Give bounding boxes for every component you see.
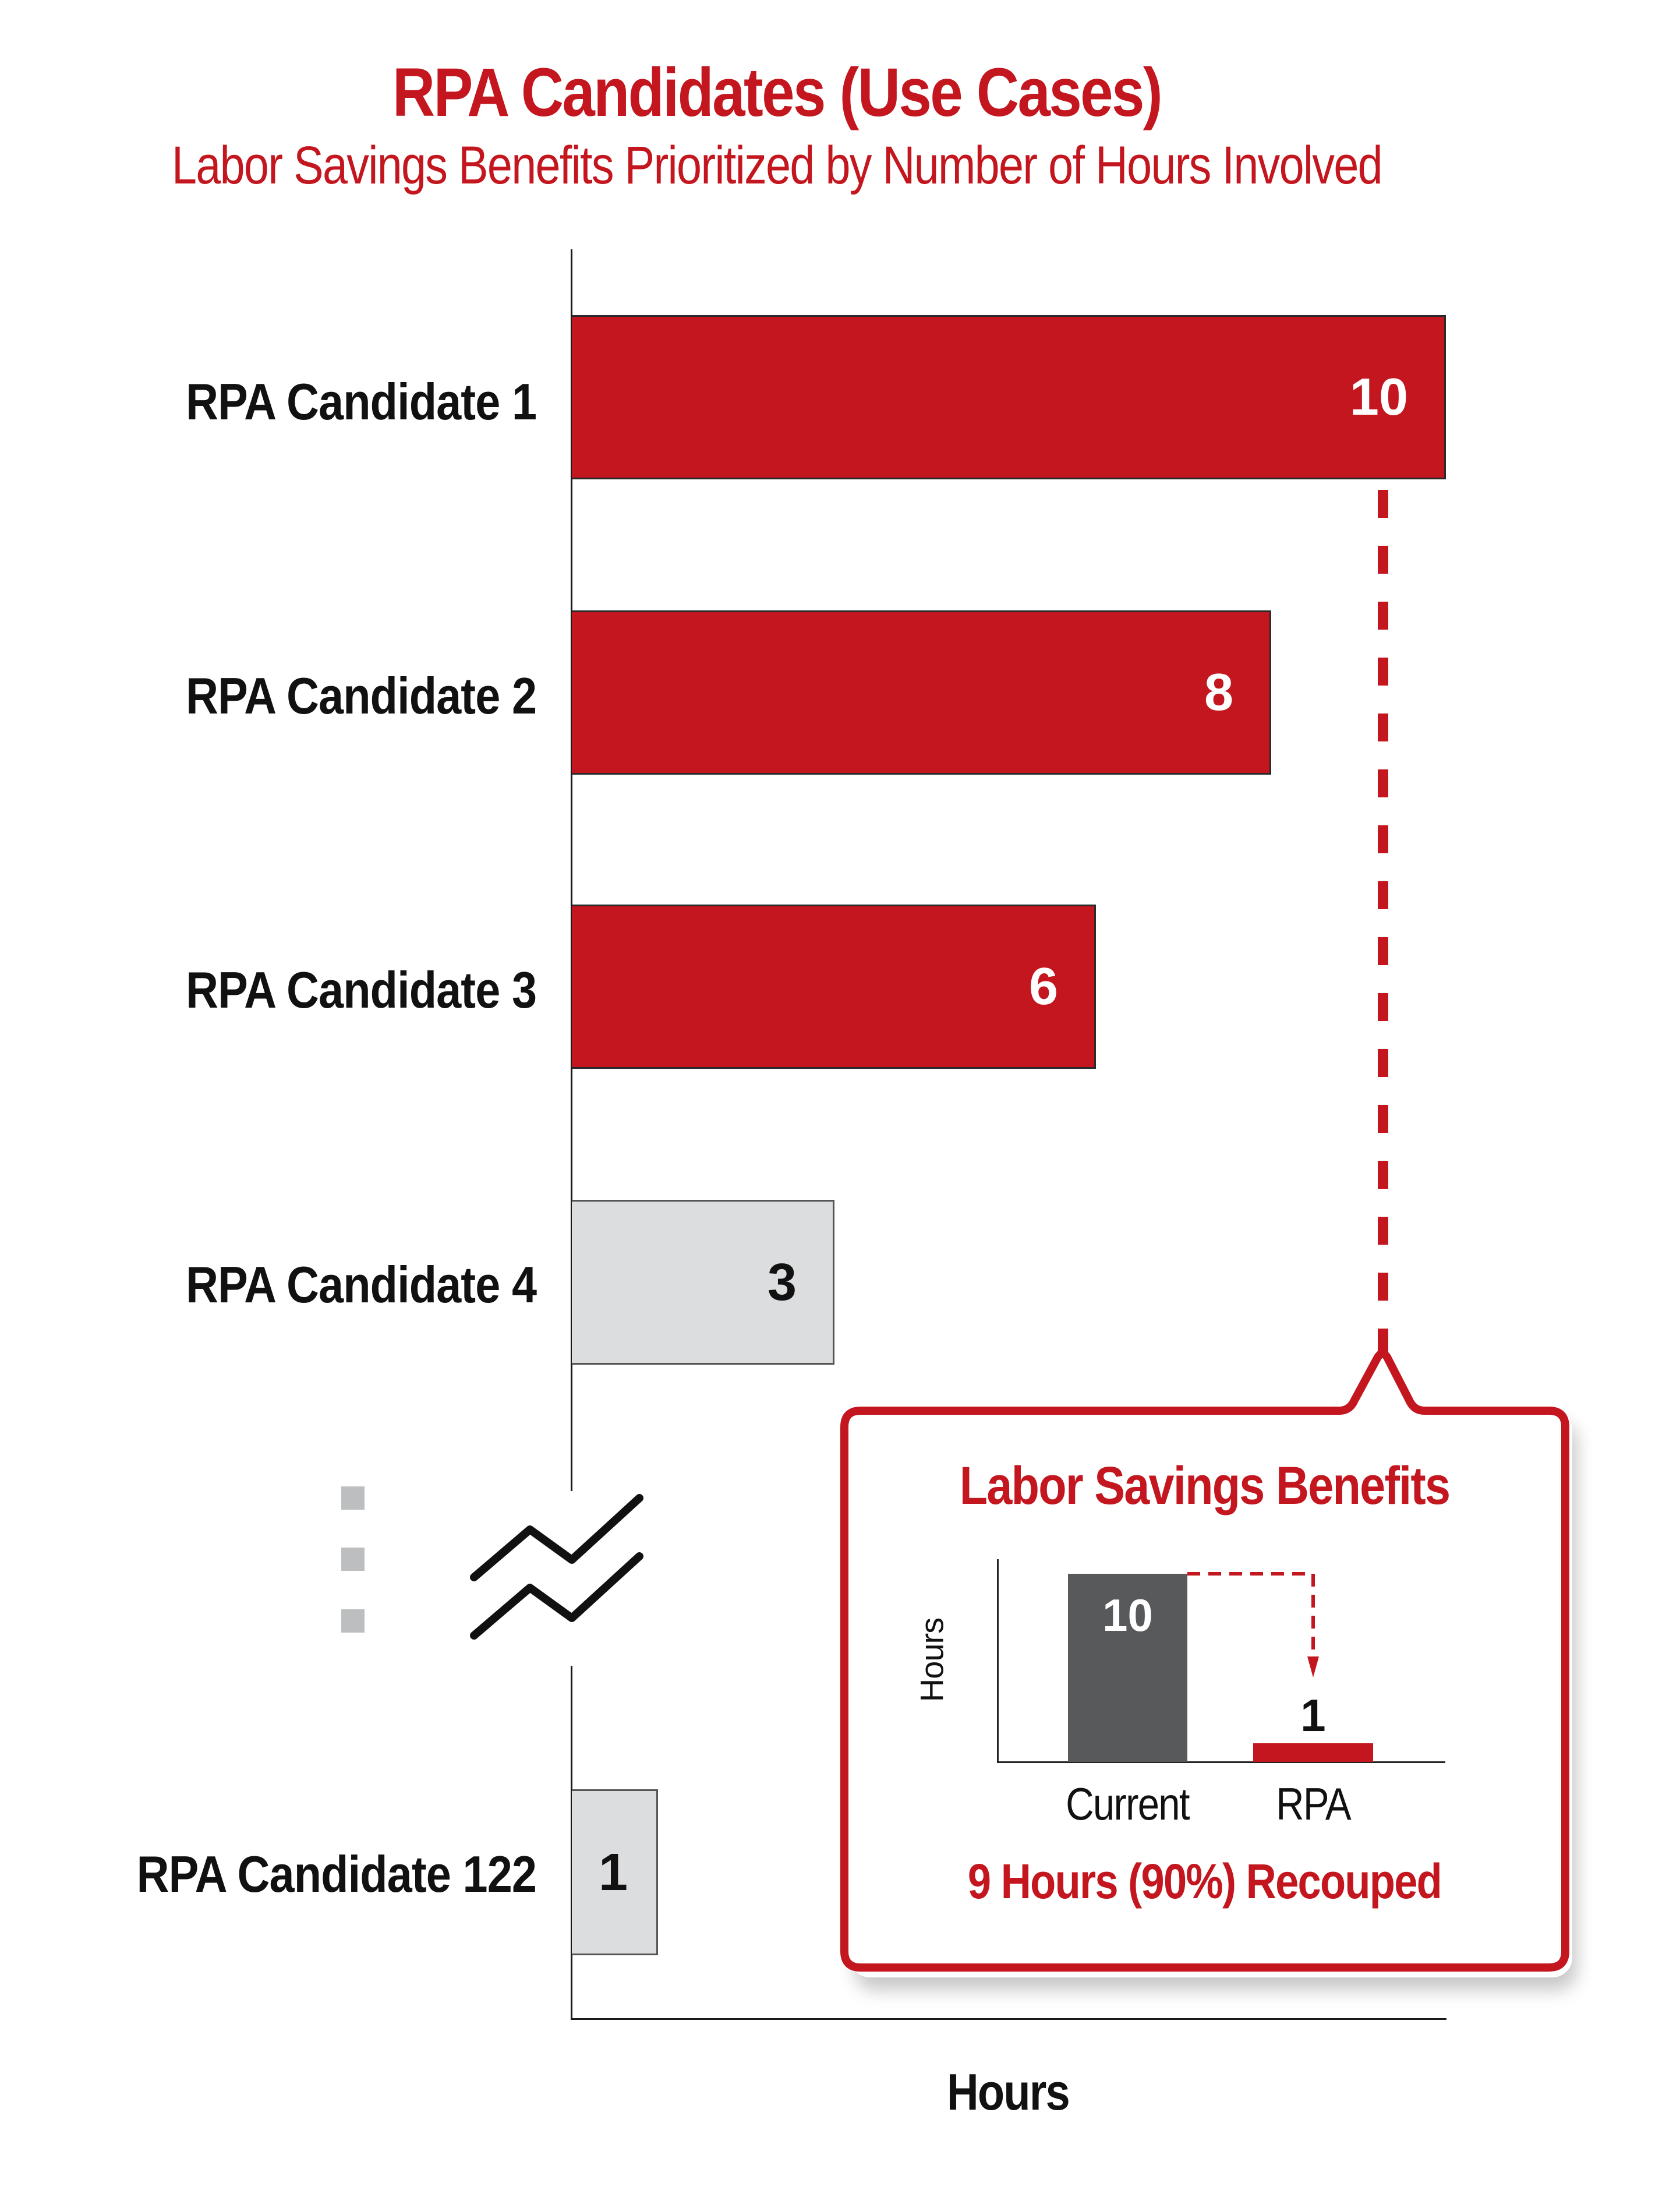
chart-subtitle: Labor Savings Benefits Prioritized by Nu… bbox=[172, 136, 1383, 195]
bar-rpa-candidate-3: 6 bbox=[572, 905, 1096, 1069]
bar-rpa-candidate-4: 3 bbox=[572, 1200, 834, 1365]
inset-bar-rpa bbox=[1253, 1743, 1373, 1762]
category-label: RPA Candidate 3 bbox=[185, 961, 537, 1019]
ellipsis-square-icon bbox=[341, 1486, 365, 1510]
inset-y-axis-line bbox=[997, 1559, 999, 1762]
y-axis-line bbox=[571, 249, 572, 2020]
inset-bar-value: 1 bbox=[1300, 1690, 1326, 1741]
chart-title: RPA Candidates (Use Cases) bbox=[392, 54, 1163, 131]
inset-category-label: Current bbox=[1066, 1778, 1190, 1829]
x-axis-line bbox=[571, 2018, 1446, 2020]
ellipsis-square-icon bbox=[341, 1548, 365, 1571]
inset-bar-current: 10 bbox=[1068, 1574, 1187, 1762]
ellipsis-square-icon bbox=[341, 1609, 365, 1633]
x-axis-title: Hours bbox=[946, 2063, 1070, 2121]
bar-rpa-candidate-122: 1 bbox=[572, 1789, 658, 1955]
bar-value: 10 bbox=[1349, 368, 1408, 426]
category-label: RPA Candidate 1 bbox=[185, 373, 537, 430]
category-label: RPA Candidate 2 bbox=[185, 667, 537, 725]
axis-break-icon bbox=[470, 1491, 643, 1666]
inset-bar-value: 10 bbox=[1102, 1589, 1153, 1641]
inset-category-label: RPA bbox=[1276, 1778, 1352, 1829]
bar-rpa-candidate-1: 10 bbox=[572, 315, 1446, 479]
bar-value: 8 bbox=[1204, 663, 1233, 722]
category-label: RPA Candidate 122 bbox=[136, 1845, 536, 1903]
dashed-connector-line bbox=[1378, 490, 1388, 1352]
bar-value: 6 bbox=[1028, 958, 1058, 1016]
callout-box bbox=[840, 1350, 1569, 1972]
inset-x-axis-line bbox=[997, 1761, 1445, 1763]
bar-rpa-candidate-2: 8 bbox=[572, 610, 1271, 775]
category-label: RPA Candidate 4 bbox=[185, 1256, 537, 1313]
reduction-arrow-icon bbox=[1187, 1572, 1319, 1677]
inset-y-axis-label: Hours bbox=[913, 1617, 950, 1702]
bar-value: 3 bbox=[767, 1253, 797, 1312]
savings-summary: 9 Hours (90%) Recouped bbox=[967, 1854, 1442, 1909]
bar-value: 1 bbox=[599, 1843, 628, 1902]
callout-title: Labor Savings Benefits bbox=[959, 1456, 1451, 1516]
